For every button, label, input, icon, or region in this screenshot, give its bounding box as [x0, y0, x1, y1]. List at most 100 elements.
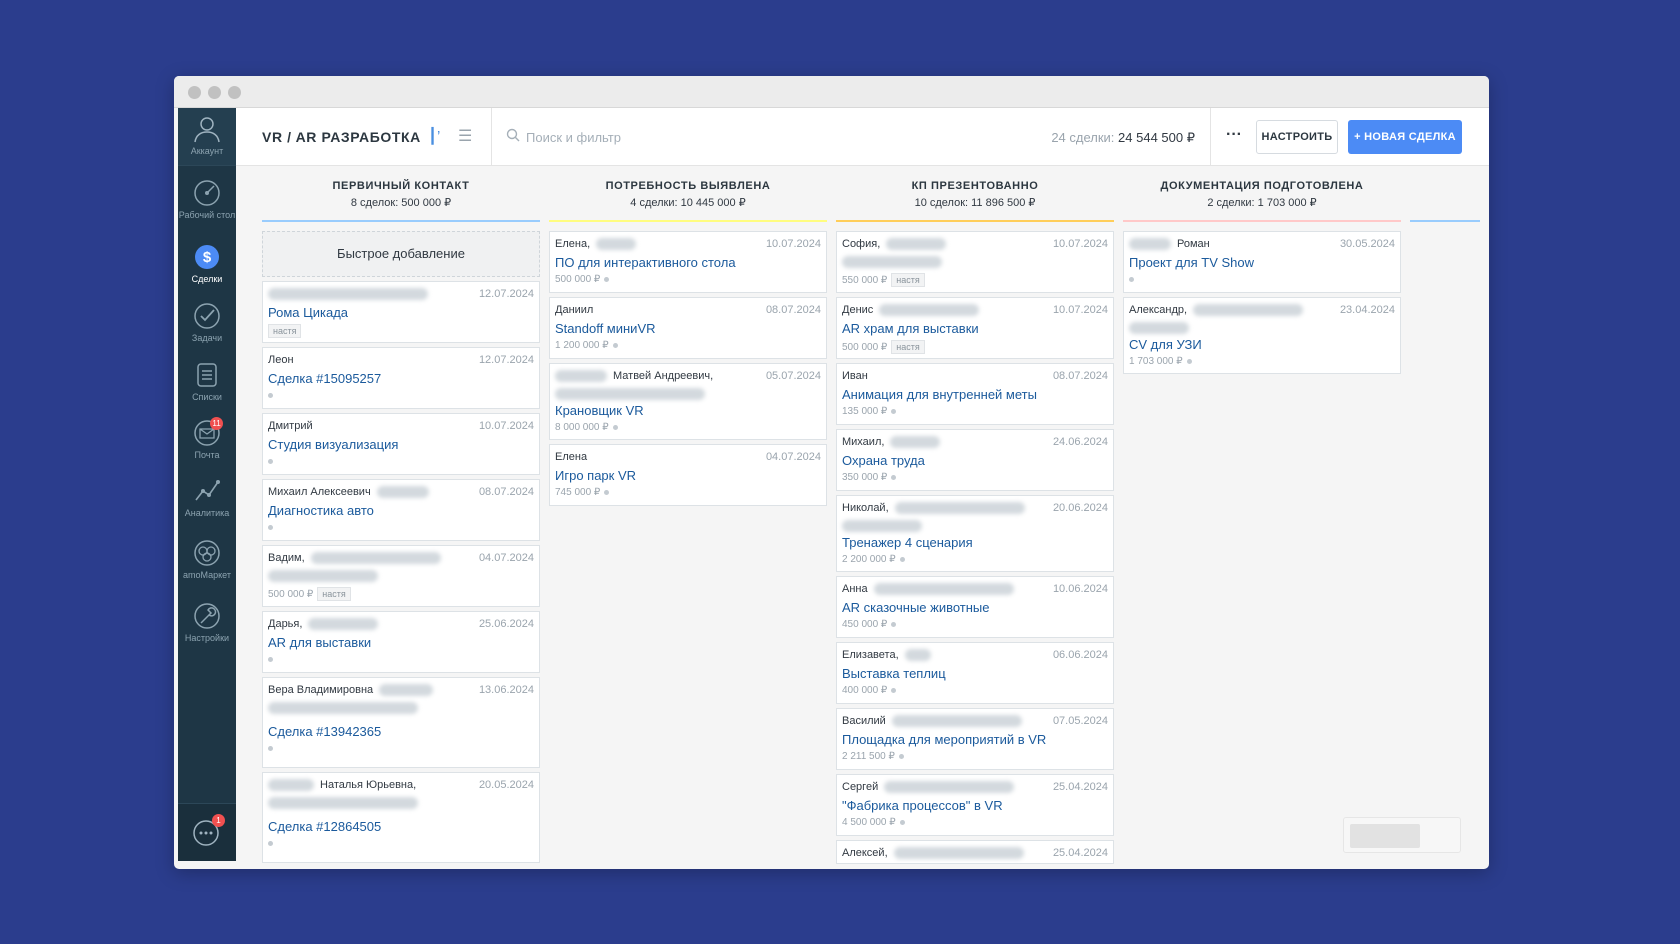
- card-contact-name: Елизавета,: [842, 649, 899, 661]
- sidebar-item-account[interactable]: Аккаунт: [178, 108, 236, 166]
- card-meta: [268, 390, 534, 404]
- deal-card[interactable]: Дмитрий 10.07.2024 Студия визуализация: [262, 413, 540, 475]
- card-deal-link[interactable]: Standoff миниVR: [555, 321, 656, 336]
- redacted-contact: [379, 684, 434, 697]
- card-tag[interactable]: настя: [891, 273, 925, 287]
- card-deal-link[interactable]: Сделка #15095257: [268, 371, 382, 386]
- maximize-window-button[interactable]: [228, 86, 241, 99]
- card-deal-link[interactable]: Охрана труда: [842, 453, 925, 468]
- card-deal-link[interactable]: Диагностика авто: [268, 503, 374, 518]
- card-deal-link[interactable]: AR храм для выставки: [842, 321, 979, 336]
- card-contact: Дарья,: [268, 618, 534, 632]
- more-menu-button[interactable]: ···: [1226, 126, 1242, 143]
- deal-card[interactable]: Леон 12.07.2024 Сделка #15095257: [262, 347, 540, 409]
- board-scrollbar[interactable]: [1343, 817, 1461, 853]
- sidebar-item-mail[interactable]: Почта 11: [178, 417, 236, 460]
- card-contact-name: Сергей: [842, 781, 879, 793]
- deal-card[interactable]: Елена, 10.07.2024 ПО для интерактивного …: [549, 231, 827, 293]
- analytics-icon: [195, 480, 220, 501]
- deal-card[interactable]: Вера Владимировна 13.06.2024 Сделка #139…: [262, 677, 540, 768]
- deals-count: 24 сделки:: [1051, 130, 1115, 145]
- list-view-icon[interactable]: ☰: [458, 128, 473, 145]
- close-window-button[interactable]: [188, 86, 201, 99]
- sidebar-item-settings[interactable]: Настройки: [178, 601, 236, 643]
- sidebar-item-label: Аналитика: [184, 508, 230, 518]
- page-title[interactable]: VR / AR РАЗРАБОТКА: [262, 129, 421, 145]
- card-deal-link[interactable]: Выставка теплиц: [842, 666, 946, 681]
- deal-card[interactable]: Иван 08.07.2024 Анимация для внутренней …: [836, 363, 1114, 425]
- deal-card[interactable]: Вадим, 04.07.2024 500 000 ₽ настя: [262, 545, 540, 607]
- deal-card[interactable]: Михаил, 24.06.2024 Охрана труда 350 000 …: [836, 429, 1114, 491]
- redacted-deal: [842, 256, 942, 268]
- deal-card[interactable]: 12.07.2024 Рома Цикада настя: [262, 281, 540, 343]
- card-deal-link[interactable]: Крановщик VR: [555, 403, 644, 418]
- sidebar-item-lists[interactable]: Списки: [178, 360, 236, 402]
- scroll-thumb[interactable]: [1350, 824, 1420, 848]
- card-meta: 1 200 000 ₽: [555, 340, 821, 354]
- sidebar-item-label: Аккаунт: [190, 146, 224, 156]
- deal-card[interactable]: Николай, 20.06.2024 Тренажер 4 сценария …: [836, 495, 1114, 572]
- minimize-window-button[interactable]: [208, 86, 221, 99]
- card-tag[interactable]: настя: [891, 340, 925, 354]
- deal-card[interactable]: Анна 10.06.2024 AR сказочные животные 45…: [836, 576, 1114, 638]
- card-deal-link[interactable]: Сделка #12864505: [268, 819, 382, 834]
- deal-card[interactable]: Роман 30.05.2024 Проект для TV Show: [1123, 231, 1401, 293]
- card-deal-link[interactable]: Рома Цикада: [268, 305, 349, 320]
- card-contact: Елена,: [555, 238, 821, 252]
- deal-card[interactable]: Елизавета, 06.06.2024 Выставка теплиц 40…: [836, 642, 1114, 704]
- card-contact: Роман: [1129, 238, 1395, 252]
- deal-card[interactable]: Наталья Юрьевна, 20.05.2024 Сделка #1286…: [262, 772, 540, 863]
- chat-icon[interactable]: [191, 818, 221, 848]
- card-deal-link[interactable]: Игро парк VR: [555, 468, 637, 483]
- card-deal-link[interactable]: Площадка для мероприятий в VR: [842, 732, 1047, 747]
- card-contact: Василий: [842, 715, 1108, 729]
- deal-card[interactable]: Матвей Андреевич, 05.07.2024 Крановщик V…: [549, 363, 827, 440]
- deal-card[interactable]: София, 10.07.2024 550 000 ₽ настя: [836, 231, 1114, 293]
- sidebar-item-tasks[interactable]: Задачи: [178, 301, 236, 343]
- search-input[interactable]: [526, 128, 826, 146]
- deal-card[interactable]: Александр, 23.04.2024 CV для УЗИ 1 703 0…: [1123, 297, 1401, 374]
- deal-card[interactable]: Алексей, 25.04.2024: [836, 840, 1114, 864]
- card-price: 745 000 ₽: [555, 487, 601, 498]
- card-deal-link[interactable]: ПО для интерактивного стола: [555, 255, 736, 270]
- search-icon: [506, 128, 520, 142]
- card-deal-link[interactable]: Тренажер 4 сценария: [842, 535, 973, 550]
- card-tag[interactable]: настя: [317, 587, 351, 601]
- column-title: ДОКУМЕНТАЦИЯ ПОДГОТОВЛЕНА: [1160, 180, 1364, 192]
- deal-card[interactable]: Даниил 08.07.2024 Standoff миниVR 1 200 …: [549, 297, 827, 359]
- card-deal-link[interactable]: AR сказочные животные: [842, 600, 990, 615]
- card-deal-link[interactable]: AR для выставки: [268, 635, 372, 650]
- sidebar-item-dashboard[interactable]: Рабочий стол: [178, 178, 236, 220]
- card-meta: [268, 654, 534, 668]
- card-deal-link[interactable]: Сделка #13942365: [268, 724, 382, 739]
- card-deal-link[interactable]: Студия визуализация: [268, 437, 399, 452]
- sidebar-item-deals[interactable]: $ Сделки: [178, 242, 236, 284]
- card-date: 12.07.2024: [478, 288, 534, 300]
- card-deal-link[interactable]: Проект для TV Show: [1129, 255, 1254, 270]
- card-contact: София,: [842, 238, 1108, 252]
- column-summary: 8 сделок: 500 000 ₽: [350, 197, 452, 209]
- deal-card[interactable]: Василий 07.05.2024 Площадка для мероприя…: [836, 708, 1114, 770]
- column-title: ПЕРВИЧНЫЙ КОНТАКТ: [332, 180, 470, 192]
- card-tag[interactable]: настя: [268, 324, 302, 338]
- card-deal-link[interactable]: Анимация для внутренней меты: [842, 387, 1037, 402]
- card-contact-name: Денис: [842, 304, 874, 316]
- new-deal-button[interactable]: + НОВАЯ СДЕЛКА: [1348, 120, 1462, 154]
- card-date: 10.07.2024: [1052, 304, 1108, 316]
- sidebar-item-label: Сделки: [191, 274, 223, 284]
- deal-card[interactable]: Елена 04.07.2024 Игро парк VR 745 000 ₽: [549, 444, 827, 506]
- card-date: 20.05.2024: [478, 779, 534, 791]
- sidebar-item-analytics[interactable]: Аналитика: [178, 476, 236, 518]
- main-area: VR / AR РАЗРАБОТКА ┃’ ☰ 24 сделки: 24 54…: [236, 108, 1489, 869]
- sidebar-item-market[interactable]: amoМаркет: [178, 538, 236, 580]
- card-deal-link[interactable]: "Фабрика процессов" в VR: [842, 798, 1003, 813]
- deal-card[interactable]: Дарья, 25.06.2024 AR для выставки: [262, 611, 540, 673]
- configure-button[interactable]: НАСТРОИТЬ: [1256, 120, 1338, 154]
- quick-add-button[interactable]: Быстрое добавление: [262, 231, 540, 277]
- pipeline-view-icon[interactable]: ┃’: [428, 128, 441, 145]
- card-deal-link[interactable]: CV для УЗИ: [1129, 337, 1202, 352]
- deal-card[interactable]: Михаил Алексеевич 08.07.2024 Диагностика…: [262, 479, 540, 541]
- card-contact: Михаил Алексеевич: [268, 486, 534, 500]
- deal-card[interactable]: Сергей 25.04.2024 "Фабрика процессов" в …: [836, 774, 1114, 836]
- deal-card[interactable]: Денис 10.07.2024 AR храм для выставки 50…: [836, 297, 1114, 359]
